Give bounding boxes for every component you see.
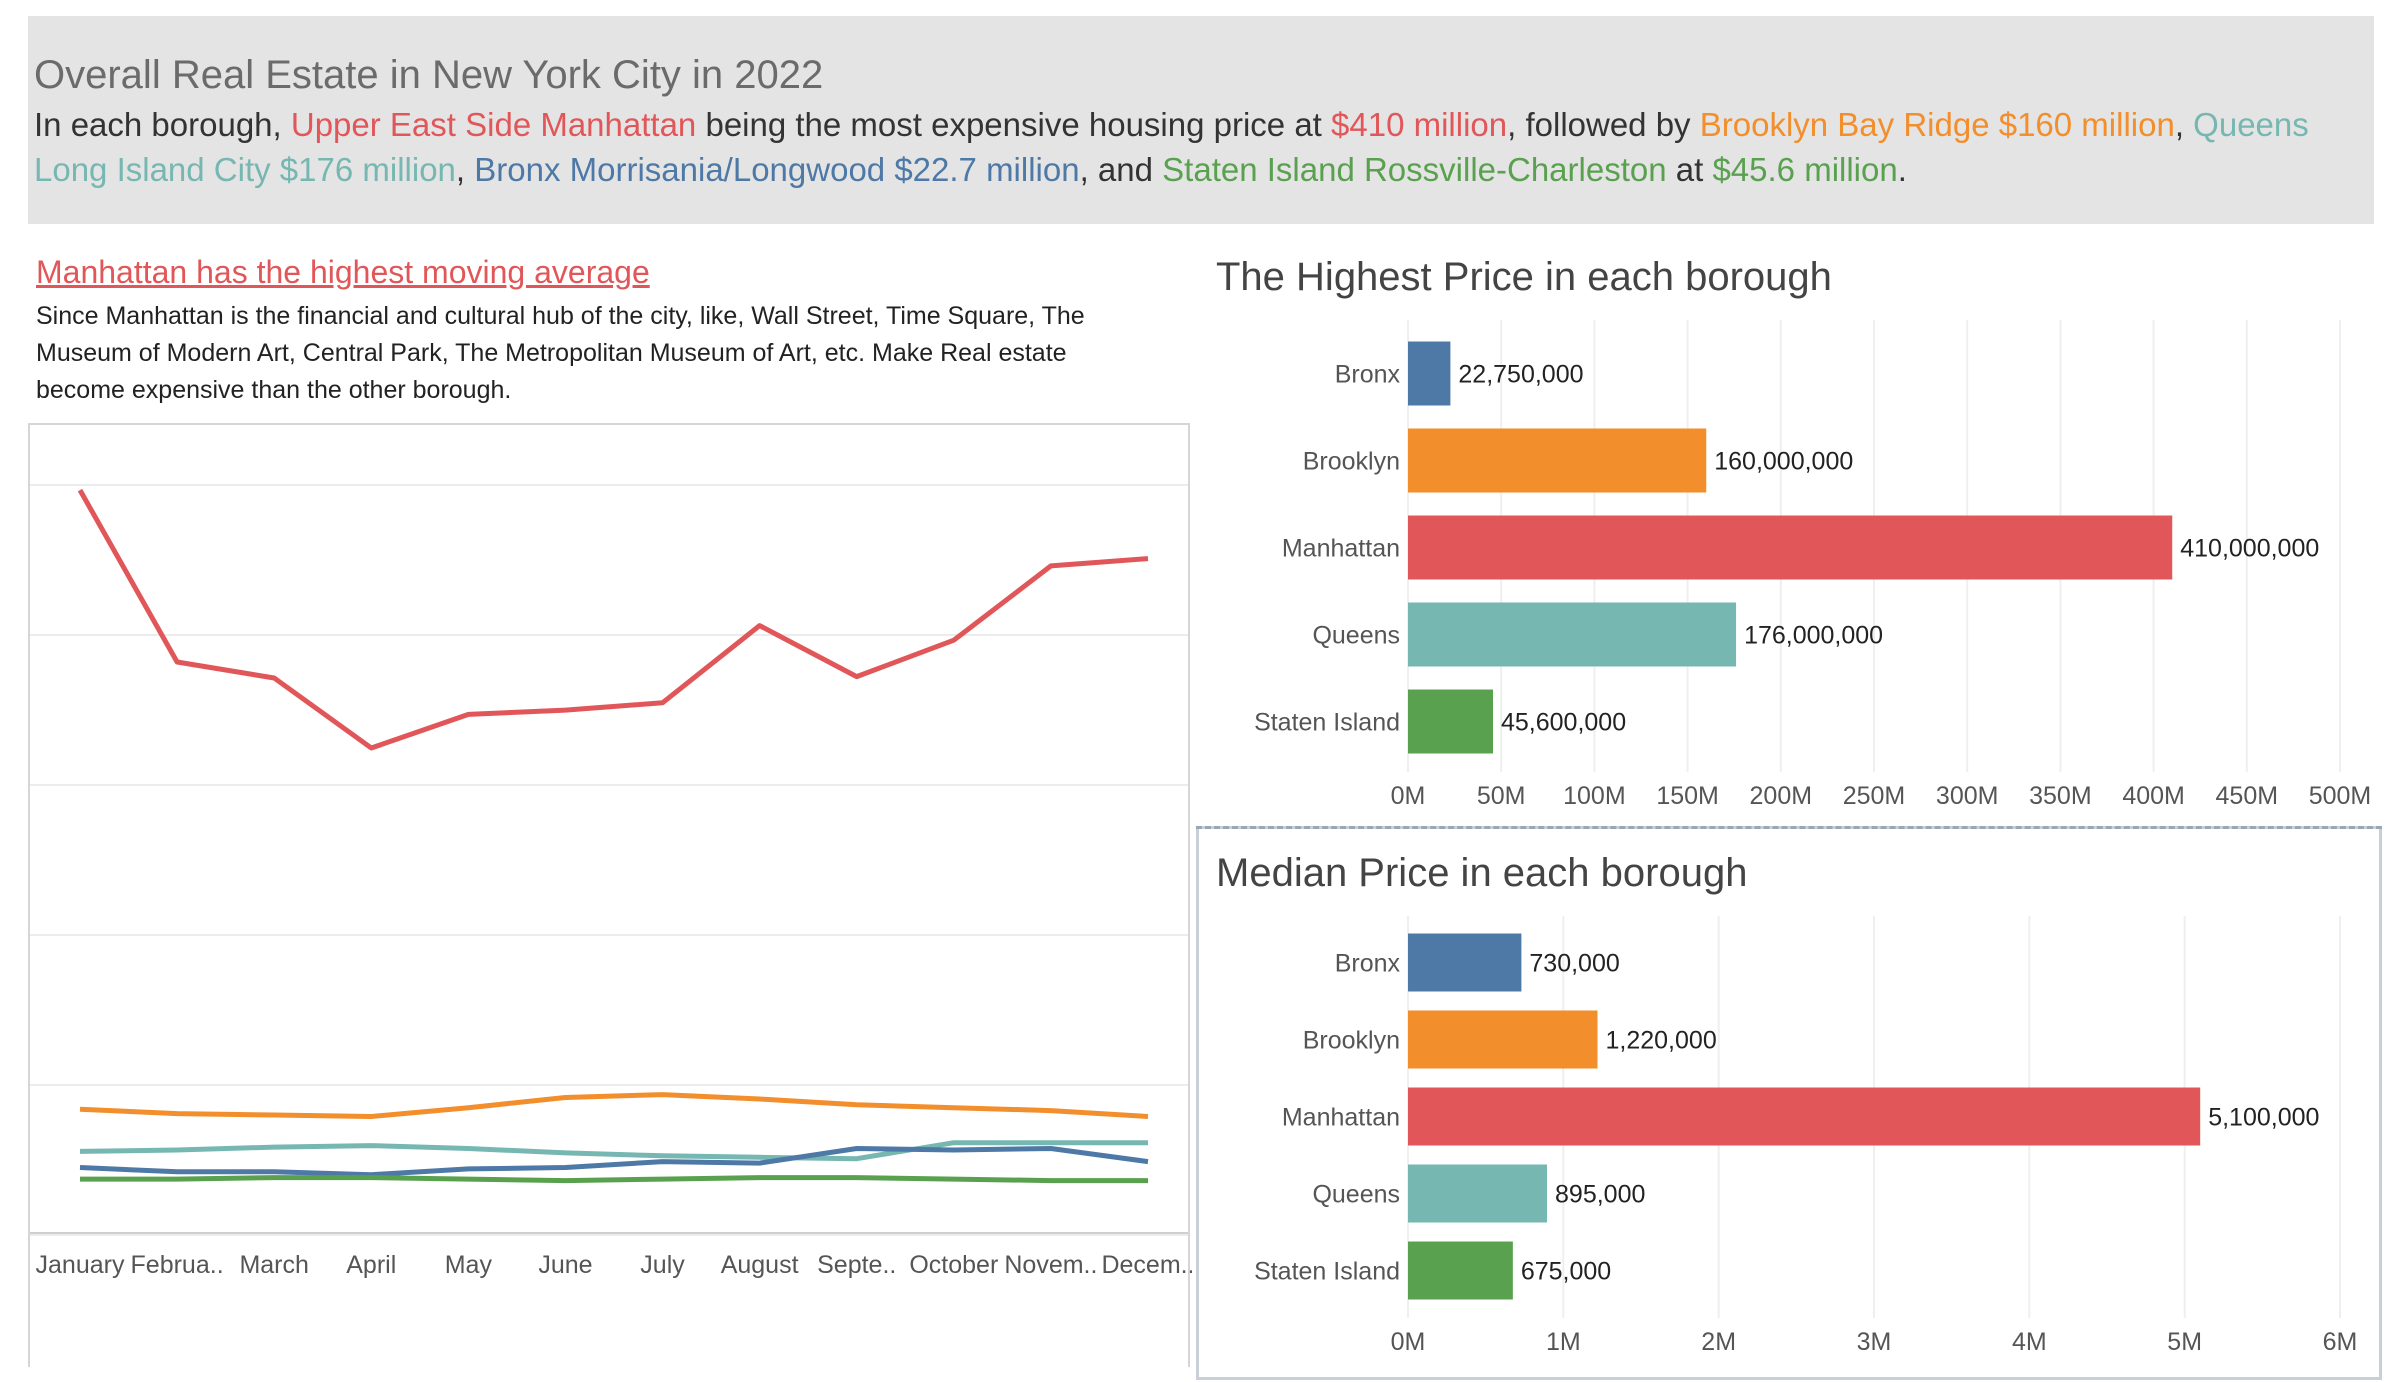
bar-bronx[interactable] <box>1408 341 1451 406</box>
bar-brooklyn[interactable] <box>1408 428 1707 493</box>
series-line-queens[interactable] <box>79 1140 1148 1162</box>
x-tick-label: 450M <box>2216 782 2279 810</box>
x-tick-label: 250M <box>1843 782 1906 810</box>
x-tick-label: Decem.. <box>1101 1251 1192 1279</box>
x-tick-label: 1M <box>1546 1328 1581 1356</box>
summary-part: , <box>2174 106 2194 143</box>
value-label: 1,220,000 <box>1606 1027 1717 1055</box>
category-label: Brooklyn <box>1303 1027 1400 1055</box>
brooklyn-highlight: Brooklyn Bay Ridge $160 million <box>1699 106 2175 143</box>
x-tick-label: 400M <box>2122 782 2185 810</box>
category-label: Queens <box>1312 622 1400 650</box>
x-tick-label: Septe.. <box>817 1251 896 1279</box>
highest-price-chart[interactable]: 0M 50M 100M 150M 200M 250M 300M 350M 400M 450M 500… <box>1196 310 2386 820</box>
category-label: Queens <box>1312 1181 1400 1209</box>
summary-part: at <box>1666 151 1713 188</box>
x-tick-label: 350M <box>2029 782 2092 810</box>
manhattan-highlight: Upper East Side Manhattan <box>290 106 697 143</box>
x-tick-label: 3M <box>1857 1328 1892 1356</box>
manhattan-price-highlight: $410 million <box>1331 106 1508 143</box>
insight-body: Since Manhattan is the financial and cul… <box>36 302 1085 404</box>
category-label: Staten Island <box>1254 709 1400 737</box>
value-label: 160,000,000 <box>1714 448 1853 476</box>
value-label: 410,000,000 <box>2180 535 2319 563</box>
queens-highlight: Queens Long Island City $176 million <box>34 106 2309 188</box>
value-label: 895,000 <box>1555 1181 1645 1209</box>
category-label: Brooklyn <box>1303 448 1400 476</box>
median-price-title: Median Price in each borough <box>1216 851 1748 895</box>
bar-staten-island[interactable] <box>1408 1241 1513 1300</box>
series-line-staten-island[interactable] <box>80 1175 1148 1184</box>
x-tick-label: June <box>538 1251 592 1279</box>
category-label: Bronx <box>1335 950 1401 978</box>
x-tick-label: 500M <box>2309 782 2372 810</box>
x-tick-label: 0M <box>1391 1328 1426 1356</box>
bar-manhattan[interactable] <box>1408 1087 2201 1146</box>
x-tick-label: Februa.. <box>131 1251 224 1279</box>
x-tick-label: August <box>721 1251 799 1279</box>
x-tick-label: 0M <box>1391 782 1426 810</box>
bronx-highlight: Bronx Morrisania/Longwood $22.7 million <box>474 151 1080 188</box>
moving-average-chart[interactable]: January Februa.. March April May June July Augu… <box>28 423 1192 1367</box>
x-tick-label: Novem.. <box>1004 1251 1097 1279</box>
x-tick-label: 5M <box>2167 1328 2202 1356</box>
value-label: 176,000,000 <box>1744 622 1883 650</box>
insight-title: Manhattan has the highest moving average <box>36 254 650 290</box>
x-tick-label: October <box>909 1251 998 1279</box>
bar-manhattan[interactable] <box>1408 515 2173 580</box>
series-line-bronx[interactable] <box>79 1146 1149 1178</box>
median-price-chart[interactable]: 0M 1M 2M 3M 4M 5M 6M Bronx 730,000 Brooklyn 1,220,… <box>1196 910 2382 1370</box>
x-tick-label: January <box>36 1251 125 1279</box>
summary-text: In each borough, Upper East Side Manhatt… <box>34 102 2368 192</box>
bar-queens[interactable] <box>1408 602 1737 667</box>
moving-average-svg: January Februa.. March April May June July Augu… <box>30 484 1192 1279</box>
x-tick-label: 200M <box>1750 782 1813 810</box>
x-tick-label: 150M <box>1656 782 1719 810</box>
bar-bronx[interactable] <box>1408 933 1522 992</box>
highest-price-title: The Highest Price in each borough <box>1216 255 1832 299</box>
value-label: 675,000 <box>1521 1258 1611 1286</box>
value-label: 5,100,000 <box>2208 1104 2319 1132</box>
x-tick-label: 6M <box>2323 1328 2358 1356</box>
summary-part: , and <box>1079 151 1163 188</box>
summary-part: , <box>455 151 475 188</box>
value-label: 22,750,000 <box>1458 361 1583 389</box>
summary-header: Overall Real Estate in New York City in … <box>28 16 2374 224</box>
series-line-manhattan[interactable] <box>77 488 1149 751</box>
summary-part: being the most expensive housing price a… <box>696 106 1332 143</box>
summary-part: , followed by <box>1507 106 1700 143</box>
staten-highlight: Staten Island Rossville-Charleston <box>1162 151 1667 188</box>
bar-brooklyn[interactable] <box>1408 1010 1598 1069</box>
insight-block: Manhattan has the highest moving average… <box>36 250 1156 409</box>
value-label: 45,600,000 <box>1501 709 1626 737</box>
x-tick-label: July <box>640 1251 685 1279</box>
summary-part: . <box>1897 151 1907 188</box>
value-label: 730,000 <box>1529 950 1619 978</box>
x-tick-label: 100M <box>1563 782 1626 810</box>
category-label: Manhattan <box>1282 1104 1400 1132</box>
x-tick-label: 4M <box>2012 1328 2047 1356</box>
dashboard-title: Overall Real Estate in New York City in … <box>34 53 824 97</box>
x-tick-label: 50M <box>1477 782 1526 810</box>
staten-price-highlight: $45.6 million <box>1712 151 1898 188</box>
x-tick-label: May <box>445 1251 493 1279</box>
category-label: Manhattan <box>1282 535 1400 563</box>
x-tick-label: 300M <box>1936 782 1999 810</box>
bar-queens[interactable] <box>1408 1164 1548 1223</box>
summary-part: In each borough, <box>34 106 291 143</box>
x-tick-label: 2M <box>1701 1328 1736 1356</box>
series-line-brooklyn[interactable] <box>79 1092 1149 1119</box>
x-tick-label: March <box>239 1251 308 1279</box>
median-chart-selection-border <box>1196 826 2382 829</box>
x-tick-label: April <box>346 1251 396 1279</box>
category-label: Staten Island <box>1254 1258 1400 1286</box>
bar-staten-island[interactable] <box>1408 689 1493 754</box>
category-label: Bronx <box>1335 361 1401 389</box>
